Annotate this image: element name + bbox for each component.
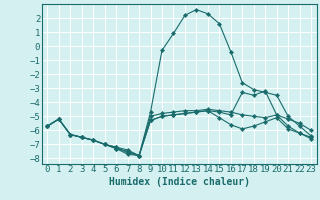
X-axis label: Humidex (Indice chaleur): Humidex (Indice chaleur)	[109, 177, 250, 187]
